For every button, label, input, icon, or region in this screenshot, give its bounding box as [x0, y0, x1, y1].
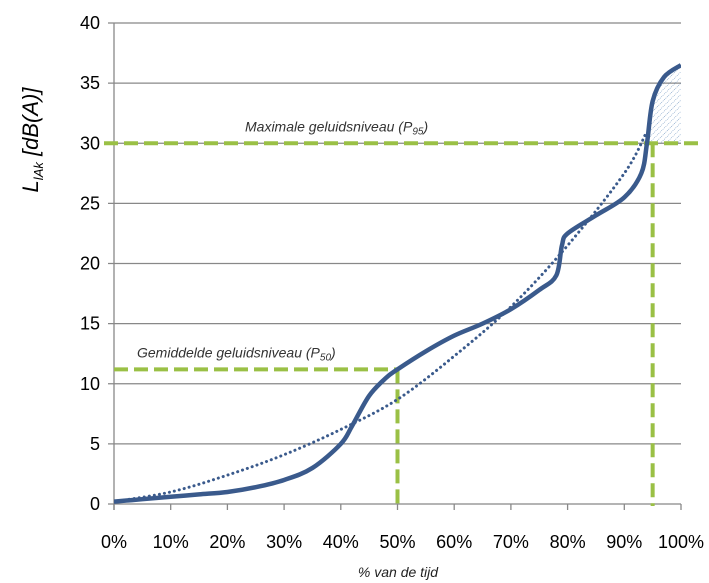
- annotation-label: Maximale geluidsniveau (P95): [245, 118, 428, 137]
- x-tick-label: 20%: [209, 532, 245, 552]
- y-tick-label: 25: [80, 193, 100, 213]
- x-tick-label: 50%: [379, 532, 415, 552]
- y-tick-label: 10: [80, 374, 100, 394]
- annotation-labels: Gemiddelde geluidsniveau (P50) Maximale g…: [137, 118, 428, 363]
- x-axis-label: % van de tijd: [358, 564, 439, 580]
- grid-lines: [108, 22, 682, 510]
- x-tick-label: 30%: [266, 532, 302, 552]
- y-axis-label: LlAk [dB(A)]: [18, 87, 46, 193]
- y-tick-label: 5: [90, 434, 100, 454]
- y-tick-label: 40: [80, 13, 100, 33]
- x-tick-label: 60%: [436, 532, 472, 552]
- x-tick-label: 70%: [493, 532, 529, 552]
- x-tick-label: 80%: [550, 532, 586, 552]
- x-tick-label: 40%: [323, 532, 359, 552]
- trend-line-dotted: [114, 129, 649, 504]
- y-axis-label-sub: lAk: [31, 161, 46, 181]
- x-tick-label: 100%: [658, 532, 704, 552]
- series-line-solid: [114, 63, 681, 504]
- y-tick-labels: 0 5 10 15 20 25 30 35 40: [80, 13, 100, 514]
- hatched-area: [646, 65, 681, 144]
- x-tick-label: 0%: [101, 532, 127, 552]
- y-axis-label-main: L: [18, 180, 43, 192]
- x-tick-label: 90%: [606, 532, 642, 552]
- y-axis-label-unit: [dB(A)]: [18, 87, 43, 162]
- series-layer: [114, 63, 681, 504]
- x-tick-labels: 0% 10% 20% 30% 40% 50% 60% 70% 80% 90% 100%: [101, 532, 704, 552]
- x-tick-label: 10%: [153, 532, 189, 552]
- hatched-area-layer: [646, 65, 681, 144]
- annotation-lines: [104, 141, 703, 506]
- y-tick-label: 0: [90, 494, 100, 514]
- annotation-label: Gemiddelde geluidsniveau (P50): [137, 344, 336, 363]
- y-tick-label: 30: [80, 133, 100, 153]
- y-tick-label: 15: [80, 314, 100, 334]
- y-tick-label: 20: [80, 254, 100, 274]
- y-tick-label: 35: [80, 73, 100, 93]
